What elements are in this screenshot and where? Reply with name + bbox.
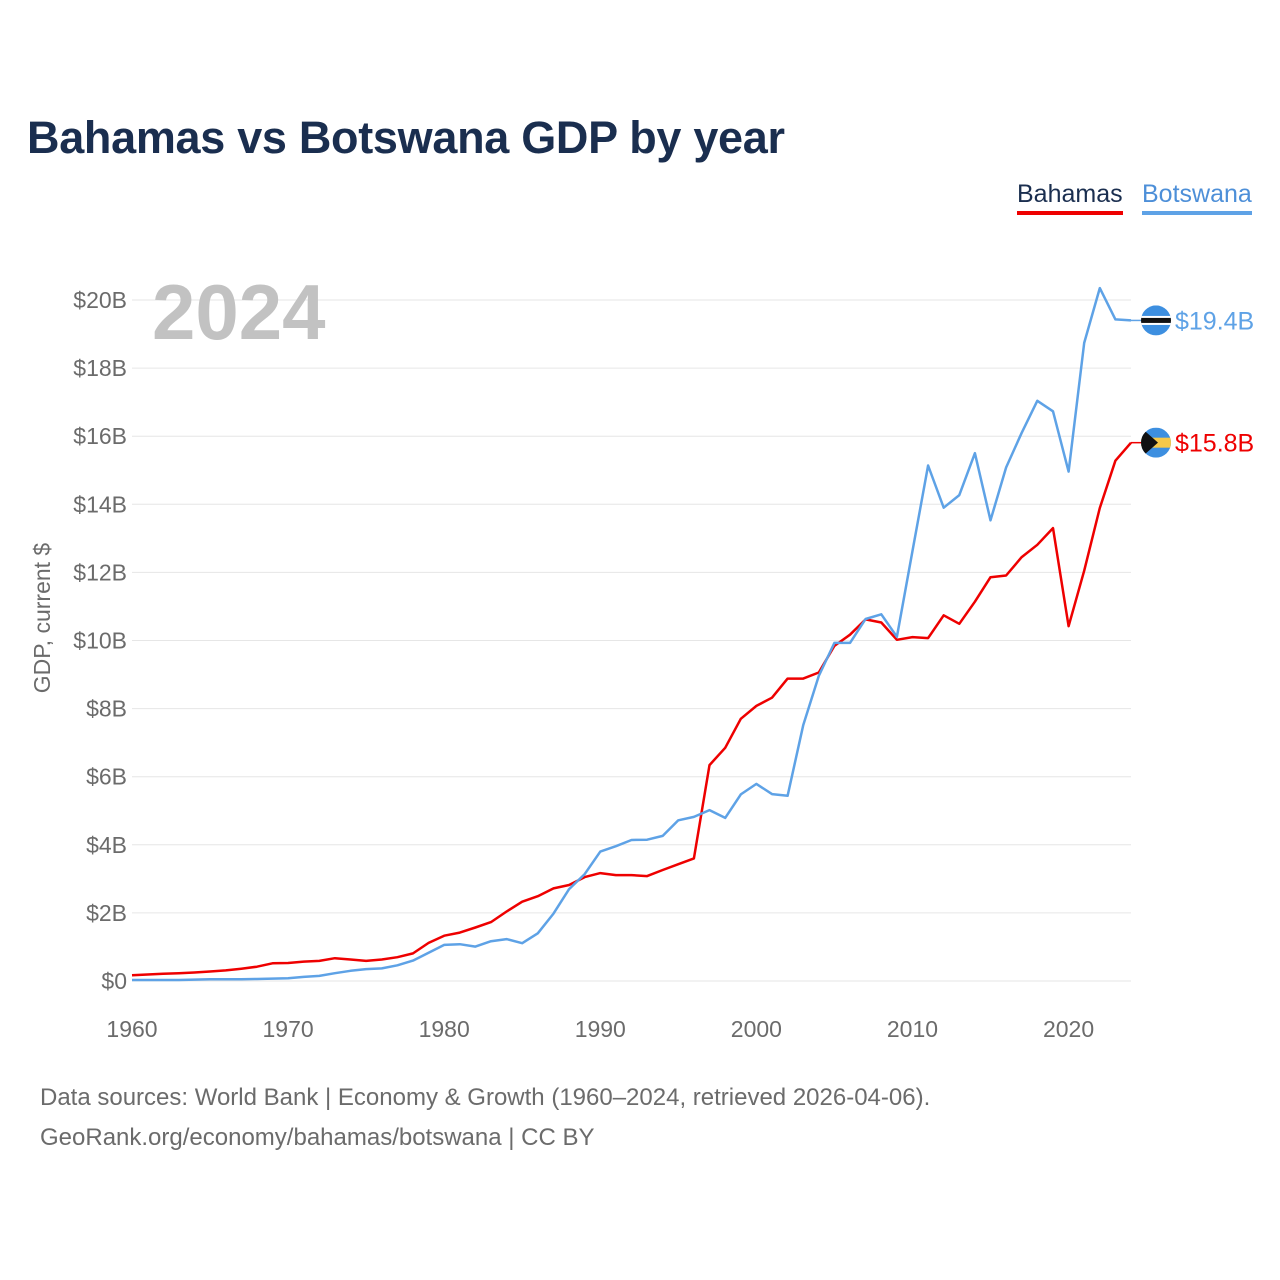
x-tick-label: 1970 xyxy=(263,1016,314,1042)
y-tick-label: $20B xyxy=(73,287,127,313)
footer-url: GeoRank.org/economy/bahamas/botswana | C… xyxy=(40,1124,595,1151)
x-tick-label: 1990 xyxy=(575,1016,626,1042)
y-tick-label: $14B xyxy=(73,491,127,517)
year-watermark: 2024 xyxy=(152,268,326,356)
legend-item-botswana[interactable]: Botswana xyxy=(1142,180,1252,215)
series-line-bahamas xyxy=(131,441,1132,977)
y-tick-label: $2B xyxy=(86,900,127,926)
end-markers: $15.8B $19.4B xyxy=(1131,305,1254,458)
x-tick-label: 2020 xyxy=(1043,1016,1094,1042)
y-tick-label: $0 xyxy=(101,968,127,994)
bahamas-flag-icon xyxy=(1141,427,1171,458)
x-tick-label: 1980 xyxy=(419,1016,470,1042)
chart-title: Bahamas vs Botswana GDP by year xyxy=(27,112,785,163)
botswana-flag-icon xyxy=(1141,305,1171,336)
y-tick-label: $6B xyxy=(86,764,127,790)
y-axis-label: GDP, current $ xyxy=(29,543,55,694)
grid-lines xyxy=(132,299,1131,982)
y-tick-label: $4B xyxy=(86,832,127,858)
series-line-botswana xyxy=(132,286,1132,982)
x-tick-label: 1960 xyxy=(106,1016,157,1042)
y-tick-label: $10B xyxy=(73,628,127,654)
y-axis-ticks: $0 $2B $4B $6B $8B $10B $12B $14B $16B $18B $20B xyxy=(73,287,127,994)
x-tick-label: 2000 xyxy=(731,1016,782,1042)
end-value-label-botswana: $19.4B xyxy=(1175,307,1254,335)
x-tick-label: 2010 xyxy=(887,1016,938,1042)
y-tick-label: $18B xyxy=(73,355,127,381)
footer-source: Data sources: World Bank | Economy & Gro… xyxy=(40,1084,931,1111)
y-tick-label: $8B xyxy=(86,696,127,722)
y-tick-label: $12B xyxy=(73,559,127,585)
legend-item-bahamas[interactable]: Bahamas xyxy=(1017,180,1123,215)
y-tick-label: $16B xyxy=(73,423,127,449)
series-lines xyxy=(131,286,1132,982)
end-value-label-bahamas: $15.8B xyxy=(1175,430,1254,458)
x-axis-ticks: 1960 1970 1980 1990 2000 2010 2020 xyxy=(106,1016,1094,1042)
